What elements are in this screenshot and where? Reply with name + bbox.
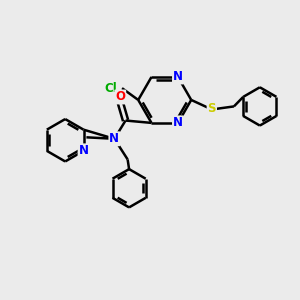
Text: N: N — [79, 144, 88, 158]
Text: N: N — [110, 132, 119, 145]
Text: N: N — [173, 116, 183, 129]
Text: S: S — [208, 102, 216, 115]
Text: N: N — [173, 70, 183, 83]
Text: O: O — [115, 91, 125, 103]
Text: Cl: Cl — [104, 82, 117, 95]
